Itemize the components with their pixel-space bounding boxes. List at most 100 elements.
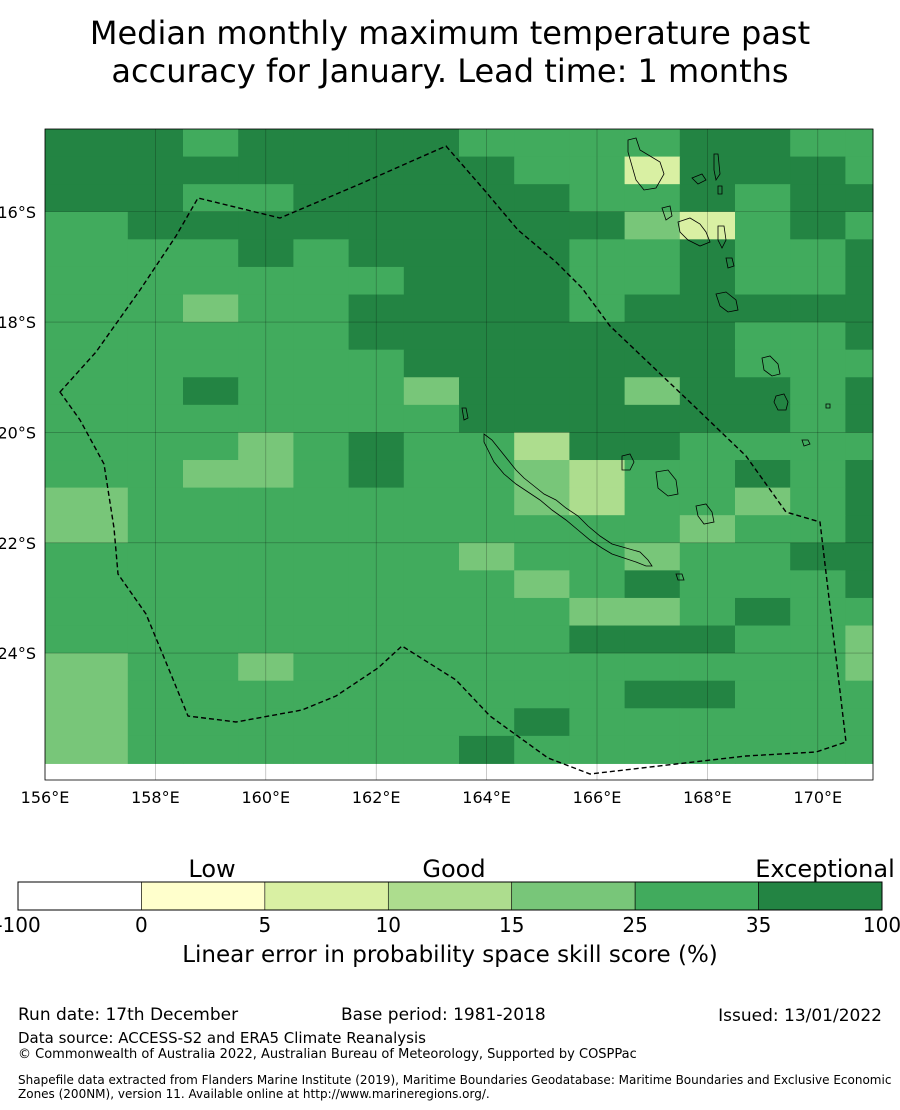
colorbar-tick-label: -100 (0, 913, 41, 937)
skill-cell (845, 460, 874, 489)
colorbar-category-exceptional: Exceptional (755, 855, 895, 883)
colorbar: -100 0 5 10 15 25 35 100 (0, 881, 900, 937)
colorbar-tick-label: 5 (258, 913, 271, 937)
skill-cells (45, 129, 874, 764)
skill-cell (735, 515, 791, 544)
lon-tick-label: 156°E (21, 788, 70, 807)
skill-cell (238, 322, 294, 351)
skill-cell (790, 708, 846, 737)
skill-cell (45, 294, 129, 323)
skill-cell (45, 680, 129, 709)
skill-cell (569, 322, 626, 351)
skill-cell (679, 239, 736, 268)
skill-cell (679, 294, 736, 323)
skill-cell (45, 322, 129, 351)
skill-cell (293, 377, 350, 406)
skill-cell (569, 625, 626, 654)
skill-cell (679, 708, 736, 737)
skill-cell (293, 708, 350, 737)
skill-cell (845, 322, 874, 351)
skill-cell (403, 239, 460, 268)
skill-cell (514, 708, 570, 737)
skill-cell (348, 680, 405, 709)
skill-cell (183, 625, 239, 654)
skill-cell (735, 735, 791, 764)
skill-cell (845, 184, 874, 213)
skill-cell (735, 680, 791, 709)
skill-cell (679, 653, 736, 682)
skill-cell (127, 294, 184, 323)
skill-cell (624, 653, 681, 682)
new-caledonia-island (483, 433, 653, 567)
vanuatu-small-3 (725, 257, 735, 269)
skill-cell (459, 625, 515, 654)
skill-cell (569, 432, 626, 461)
skill-cell (679, 515, 736, 544)
loyalty-ouvea (695, 503, 715, 525)
vanuatu-north-islands (713, 153, 721, 182)
skill-cell (348, 570, 405, 599)
skill-cell (403, 487, 460, 516)
skill-cell (183, 404, 239, 433)
copyright: © Commonwealth of Australia 2022, Austra… (18, 1047, 637, 1062)
skill-cell (735, 211, 791, 240)
skill-cell (459, 735, 515, 764)
skill-cell (790, 184, 846, 213)
skill-cell (514, 322, 570, 351)
skill-cell (845, 349, 874, 378)
skill-cell (845, 735, 874, 764)
skill-cell (127, 266, 184, 296)
colorbar-category-good: Good (422, 855, 486, 883)
skill-cell (790, 377, 846, 406)
skill-cell (514, 377, 570, 406)
vanuatu-tanna (715, 291, 739, 313)
skill-cell (403, 653, 460, 682)
skill-cell (569, 404, 626, 433)
skill-cell (624, 129, 681, 158)
colorbar-swatch (634, 881, 759, 911)
skill-cell (183, 294, 239, 323)
skill-cell (183, 349, 239, 378)
skill-cell (679, 625, 736, 654)
skill-cell (459, 239, 515, 268)
skill-cell (127, 129, 184, 158)
skill-cell (238, 570, 294, 599)
skill-cell (45, 735, 129, 764)
shapefile-credit-line-1: Shapefile data extracted from Flanders M… (18, 1073, 892, 1087)
skill-cell (403, 515, 460, 544)
skill-cell (127, 322, 184, 351)
skill-cell (293, 597, 350, 627)
skill-cell (348, 460, 405, 489)
skill-cell (514, 266, 570, 296)
skill-cell (348, 322, 405, 351)
skill-cell (293, 653, 350, 682)
skill-cell (459, 432, 515, 461)
skill-cell (569, 653, 626, 682)
skill-cell (459, 404, 515, 433)
skill-cell (790, 211, 846, 240)
skill-cell (183, 487, 239, 516)
skill-cell (348, 735, 405, 764)
vanuatu-small-2 (717, 185, 723, 195)
skill-cell (403, 542, 460, 571)
skill-cell (624, 239, 681, 268)
skill-cell (735, 404, 791, 433)
skill-cell (183, 708, 239, 737)
skill-cell (514, 597, 570, 627)
title-line-1: Median monthly maximum temperature past (89, 14, 811, 52)
skill-cell (679, 432, 736, 461)
skill-cell (348, 432, 405, 461)
skill-cell (514, 211, 570, 240)
skill-cell (403, 432, 460, 461)
skill-cell (624, 570, 681, 599)
skill-cell (790, 129, 846, 158)
skill-cell (569, 377, 626, 406)
skill-cell (569, 239, 626, 268)
skill-cell (735, 266, 791, 296)
skill-cell (348, 129, 405, 158)
skill-cell (790, 349, 846, 378)
skill-cell (569, 184, 626, 213)
skill-cell (624, 625, 681, 654)
lon-tick-label: 166°E (573, 788, 622, 807)
skill-cell (679, 156, 736, 185)
